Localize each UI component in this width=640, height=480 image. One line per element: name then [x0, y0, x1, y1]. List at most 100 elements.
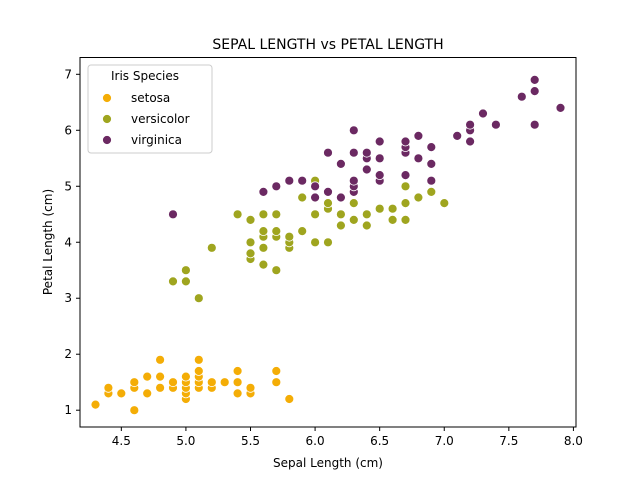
point-versicolor [258, 226, 269, 237]
point-versicolor [400, 198, 411, 209]
legend-marker-setosa [102, 93, 112, 103]
point-setosa [271, 366, 282, 376]
point-versicolor [258, 242, 269, 253]
point-setosa [103, 382, 114, 393]
point-versicolor [284, 231, 295, 242]
point-versicolor [271, 265, 282, 276]
point-versicolor [258, 209, 269, 220]
point-versicolor [323, 198, 333, 209]
point-virginica [413, 130, 424, 141]
point-versicolor [335, 220, 346, 231]
legend-marker-virginica [102, 135, 112, 145]
point-virginica [168, 209, 178, 220]
point-versicolor [245, 237, 256, 248]
point-setosa [142, 388, 153, 399]
point-versicolor [193, 293, 204, 304]
legend: Iris Species setosa versicolor virginica [87, 64, 213, 154]
point-setosa [155, 371, 166, 382]
x-tick-label: 6.0 [306, 434, 325, 448]
point-virginica [400, 136, 411, 147]
point-setosa [90, 399, 101, 410]
point-versicolor [348, 198, 359, 209]
point-setosa [129, 405, 140, 416]
point-virginica [555, 103, 566, 113]
data-points [90, 75, 566, 416]
point-virginica [271, 181, 282, 192]
legend-label-versicolor: versicolor [131, 112, 190, 126]
y-tick-label: 6 [64, 123, 72, 137]
point-versicolor [297, 192, 308, 203]
point-virginica [529, 86, 540, 96]
legend-box [87, 64, 213, 154]
point-virginica [361, 164, 372, 175]
y-tick-label: 7 [64, 67, 72, 81]
x-tick-label: 6.5 [370, 434, 389, 448]
point-setosa [155, 382, 166, 393]
y-tick-label: 4 [64, 235, 72, 249]
point-setosa [129, 377, 140, 388]
point-virginica [323, 186, 333, 197]
point-versicolor [297, 226, 308, 237]
point-virginica [348, 175, 359, 186]
chart-title: SEPAL LENGTH vs PETAL LENGTH [212, 37, 443, 53]
point-virginica [400, 170, 411, 181]
point-virginica [284, 175, 295, 186]
point-setosa [245, 382, 256, 393]
point-virginica [490, 119, 501, 130]
point-versicolor [258, 259, 269, 270]
point-virginica [426, 175, 437, 186]
point-versicolor [400, 181, 411, 192]
point-virginica [516, 91, 527, 102]
point-virginica [258, 186, 269, 197]
point-virginica [426, 142, 437, 153]
x-tick-label: 5.5 [241, 434, 260, 448]
point-virginica [348, 125, 359, 136]
point-setosa [232, 388, 243, 399]
point-versicolor [310, 237, 321, 248]
point-versicolor [374, 203, 385, 214]
point-setosa [206, 377, 217, 388]
point-virginica [426, 158, 437, 169]
point-versicolor [180, 265, 191, 276]
point-versicolor [439, 198, 450, 209]
point-virginica [335, 158, 346, 169]
point-versicolor [271, 226, 282, 237]
point-virginica [335, 192, 346, 203]
point-versicolor [413, 192, 424, 203]
point-setosa [193, 354, 204, 365]
point-virginica [348, 147, 359, 158]
x-tick-label: 4.5 [112, 434, 131, 448]
point-versicolor [323, 237, 333, 248]
point-versicolor [400, 214, 411, 225]
point-versicolor [168, 276, 178, 287]
point-setosa [193, 366, 204, 376]
point-versicolor [361, 220, 372, 231]
point-versicolor [245, 248, 256, 259]
point-versicolor [361, 209, 372, 220]
point-versicolor [206, 242, 217, 253]
y-tick-label: 5 [64, 179, 72, 193]
x-axis-label: Sepal Length (cm) [273, 456, 383, 470]
point-virginica [374, 136, 385, 147]
legend-label-setosa: setosa [131, 91, 170, 105]
point-versicolor [348, 214, 359, 225]
y-tick-label: 3 [64, 291, 72, 305]
point-setosa [116, 388, 127, 399]
point-virginica [529, 75, 540, 85]
x-tick-label: 7.5 [499, 434, 518, 448]
point-versicolor [310, 209, 321, 220]
point-setosa [271, 377, 282, 388]
y-tick-label: 2 [64, 347, 72, 361]
point-versicolor [335, 209, 346, 220]
point-virginica [465, 119, 476, 130]
point-virginica [413, 153, 424, 164]
point-setosa [180, 371, 191, 382]
point-virginica [297, 175, 308, 186]
y-tick-label: 1 [64, 403, 72, 417]
point-virginica [465, 136, 476, 147]
x-tick-label: 8.0 [564, 434, 583, 448]
point-setosa [155, 354, 166, 365]
point-versicolor [271, 209, 282, 220]
point-virginica [452, 130, 463, 141]
point-versicolor [245, 214, 256, 225]
